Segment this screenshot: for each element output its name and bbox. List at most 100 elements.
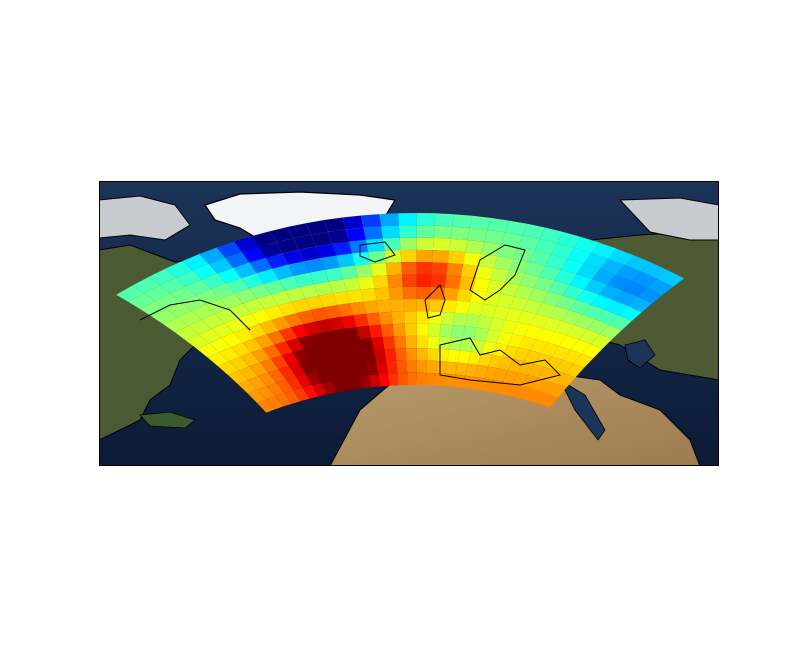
grid-cell <box>314 281 333 296</box>
grid-cell <box>360 288 377 302</box>
grid-cell <box>254 334 275 349</box>
grid-cell <box>438 336 451 350</box>
grid-cell <box>298 246 320 262</box>
grid-cell <box>547 370 566 384</box>
grid-cell <box>348 239 369 254</box>
grid-cell <box>530 377 548 392</box>
grid-cell <box>416 286 431 300</box>
grid-cell <box>487 217 509 233</box>
grid-cell <box>266 396 284 410</box>
grid-cell <box>536 302 556 318</box>
grid-cell <box>434 213 454 227</box>
grid-cell <box>450 226 470 240</box>
grid-cell <box>272 264 294 280</box>
grid-cell <box>429 299 444 312</box>
grid-cell <box>341 352 356 366</box>
grid-cell <box>368 324 383 338</box>
coastlines <box>139 241 561 386</box>
grid-cell <box>372 275 389 289</box>
grid-cell <box>622 281 648 297</box>
grid-cell <box>226 278 250 294</box>
grid-cell <box>442 299 457 313</box>
grid-cell <box>467 351 482 365</box>
grid-cell <box>476 315 493 330</box>
grid-cell <box>443 287 459 301</box>
grid-cell <box>492 305 510 320</box>
grid-cell <box>340 377 354 391</box>
grid-cell <box>404 311 417 324</box>
grid-cell <box>512 372 528 387</box>
grid-cell <box>286 376 303 391</box>
grid-cell <box>143 285 171 302</box>
grid-cell <box>357 276 375 290</box>
grid-cell <box>247 389 267 403</box>
grid-cell <box>381 225 400 239</box>
grid-cell <box>388 373 399 386</box>
grid-cell <box>284 390 301 404</box>
grid-cell <box>242 338 263 353</box>
grid-cell <box>433 225 453 239</box>
grid-cell <box>309 332 326 347</box>
grid-cell <box>391 311 405 325</box>
grid-cell <box>431 262 448 276</box>
grid-cell <box>281 352 300 367</box>
grid-cell <box>155 293 182 310</box>
grid-cell <box>238 380 258 394</box>
grid-cell <box>349 376 363 390</box>
grid-cell <box>128 293 156 310</box>
grid-cell <box>486 279 505 294</box>
caspian-sea <box>624 339 656 369</box>
grid-cell <box>524 261 546 277</box>
grid-cell <box>336 303 354 317</box>
grid-cell <box>384 250 402 263</box>
grid-cell <box>388 286 404 300</box>
grid-cell <box>224 318 247 333</box>
grid-cell <box>177 310 202 326</box>
grid-cell <box>303 346 321 361</box>
grid-cell <box>548 306 569 321</box>
grid-cell <box>352 251 371 266</box>
grid-cell <box>497 244 518 259</box>
grid-cell <box>234 288 257 304</box>
grid-cell <box>521 375 538 389</box>
grid-cell <box>328 279 347 294</box>
grid-cell <box>426 360 438 374</box>
grid-cell <box>545 254 568 270</box>
grid-cell <box>182 254 209 271</box>
grid-cell <box>299 284 319 299</box>
grid-cell <box>474 364 488 379</box>
grid-cell <box>576 289 599 305</box>
grid-cell <box>487 354 503 369</box>
grid-cell <box>608 315 632 331</box>
grid-cell <box>416 225 435 238</box>
grid-cell <box>278 327 298 342</box>
grid-cell <box>500 319 518 334</box>
grid-cell <box>513 247 535 262</box>
grid-cell <box>363 226 383 240</box>
grid-cell <box>323 305 341 319</box>
grid-cell <box>346 289 364 304</box>
grid-cell <box>519 273 540 288</box>
grid-cell <box>335 253 355 268</box>
grid-cell <box>192 263 218 280</box>
grid-cell <box>205 298 229 314</box>
grid-cell <box>170 286 196 303</box>
grid-cell <box>312 383 327 397</box>
grid-cell <box>330 354 346 368</box>
grid-cell <box>559 335 579 350</box>
grid-cell <box>275 393 292 407</box>
grid-cell <box>328 316 345 331</box>
grid-cell <box>324 217 346 232</box>
grid-cell <box>522 223 546 239</box>
grid-cell <box>555 295 577 311</box>
grid-cell <box>578 329 600 344</box>
grid-cell <box>517 361 535 376</box>
grid-cell <box>356 325 372 340</box>
grid-cell <box>370 262 388 277</box>
grid-cell <box>299 360 316 375</box>
grid-cell <box>352 351 366 365</box>
grid-cell <box>432 250 450 264</box>
grid-cell <box>425 372 436 386</box>
grid-cell <box>378 373 390 387</box>
grid-cell <box>657 270 685 287</box>
